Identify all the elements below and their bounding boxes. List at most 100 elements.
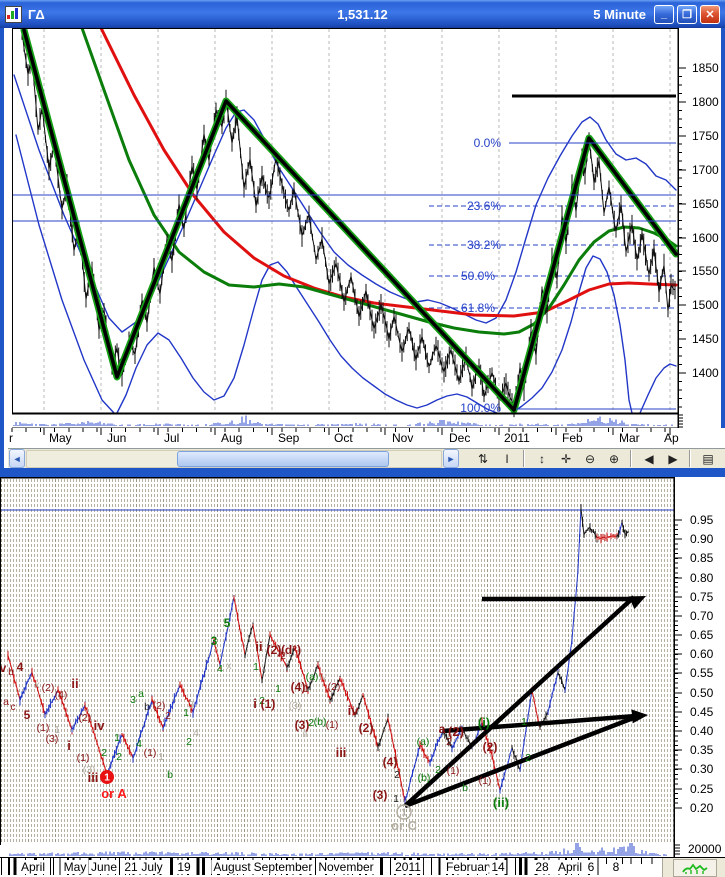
wave-price-ticks	[121, 733, 134, 760]
x-axis-label: July	[139, 860, 165, 874]
x-axis-label: 8	[610, 860, 622, 874]
wave-label: (b)	[314, 716, 327, 728]
y-axis-label: 0.65	[690, 628, 714, 642]
y-axis-label: 1700	[692, 163, 719, 177]
previous-icon[interactable]: ◀	[644, 451, 654, 466]
scrollbar-thumb[interactable]	[177, 450, 390, 467]
circled-wave-1-gray	[396, 804, 412, 820]
wave-label: or A	[101, 786, 127, 801]
wave-label: (3)	[289, 700, 302, 712]
zigzag-outline	[20, 28, 680, 414]
scroll-right-icon[interactable]: ►	[442, 449, 460, 468]
wave-label: a	[3, 696, 9, 708]
layout-icon[interactable]: ▤	[702, 451, 714, 466]
bollinger-lower-band	[116, 261, 498, 414]
x-axis-label: April	[555, 860, 585, 874]
wave-label: (i)	[478, 715, 490, 730]
candlestick-chart[interactable]: 0.0% 23.6% 38.2% 50.0% 61.8% 100.0% 1850 1800 17…	[8, 28, 725, 428]
corner-panel	[662, 858, 725, 877]
scrollbar-track[interactable]	[26, 449, 442, 468]
wave-price-ticks	[329, 675, 341, 703]
scroll-left-icon[interactable]: ◄	[9, 449, 26, 468]
x-axis-label: 21	[122, 860, 140, 874]
wave-label: (4)	[55, 689, 68, 701]
wave-price-ticks	[596, 533, 608, 544]
wave-label: (d°)	[281, 643, 301, 657]
x-axis-label: Jul	[164, 431, 180, 445]
elliott-wave-chart[interactable]: 11v b 4a c5x (2)(4)ii(1) 1(3) i(2) iv(1)(3)iii2…	[0, 477, 725, 857]
app-icon[interactable]	[5, 5, 22, 23]
x-axis-label: 6	[585, 860, 597, 874]
session-separator	[202, 858, 206, 875]
wave-label: (2)	[267, 643, 282, 657]
wave-label: (2)	[448, 724, 464, 739]
fibonacci-label: 0.0%	[474, 136, 502, 150]
session-separator	[430, 858, 432, 875]
wave-label: 2	[186, 736, 192, 748]
session-separator	[524, 858, 528, 875]
next-icon[interactable]: ▶	[668, 451, 678, 466]
session-separator	[389, 858, 391, 875]
wave-label: (1)	[447, 765, 460, 777]
x-axis-label: 28	[533, 860, 551, 874]
fibonacci-label: 38.2%	[467, 238, 501, 252]
wave-label: 4	[17, 660, 24, 674]
wave-label: iv	[348, 703, 360, 718]
toolbar-group: ↕ ✛ ⊖ ⊕	[524, 450, 631, 467]
minimize-button[interactable]: _	[654, 4, 674, 24]
expand-vertical-icon[interactable]: ↕	[539, 451, 546, 466]
zoom-in-icon[interactable]: ⊕	[608, 451, 620, 466]
x-axis-label: May	[61, 860, 89, 874]
y-axis-label: 0.85	[690, 551, 714, 565]
wave-label: (1)	[326, 719, 339, 731]
wave-label: (1)	[77, 752, 90, 764]
wave-label: (2)	[79, 712, 92, 724]
timeframe-label: 5 Minute	[593, 6, 646, 22]
x-axis-label: August	[211, 860, 253, 874]
wave-label: (1)	[37, 722, 50, 734]
wave-label: 1	[253, 661, 259, 673]
y-axis-label: 0.45	[690, 705, 714, 719]
x-axis-label: r	[9, 431, 13, 445]
chart-scroll-toolbar: ◄ ► ⇅ I ↕ ✛ ⊖ ⊕ ◀ ▶ ▤	[8, 448, 725, 468]
pan-icon[interactable]: ✛	[560, 451, 572, 466]
wave-label: 4	[136, 738, 142, 750]
refresh-icon[interactable]: ⇅	[477, 451, 489, 466]
y-axis-label: 1450	[692, 332, 719, 346]
wave-label: or C	[391, 818, 418, 833]
zoom-out-icon[interactable]: ⊖	[584, 451, 596, 466]
equis-logo[interactable]	[673, 859, 717, 877]
x-axis-label: 14	[489, 860, 507, 874]
y-axis-label: 0.30	[690, 762, 714, 776]
wave-label: 5	[224, 616, 231, 630]
bollinger-upper-band	[13, 74, 677, 333]
session-separator	[53, 858, 55, 875]
x-axis-label: Mar	[619, 431, 640, 445]
toolbar-group: ⇅ I	[466, 450, 524, 467]
bollinger-lower-band	[639, 363, 677, 414]
session-separator	[196, 858, 200, 875]
close-button[interactable]: ✕	[700, 4, 720, 24]
x-axis-label: Jun	[107, 431, 127, 445]
wave-price-line	[387, 718, 406, 803]
y-axis-label: 1750	[692, 129, 719, 143]
cursor-icon[interactable]: I	[505, 451, 509, 466]
bollinger-lower-band	[15, 134, 115, 414]
wave-label: 2	[165, 710, 171, 722]
wave-label: i	[67, 738, 71, 753]
wave-price-ticks	[261, 633, 271, 684]
x-axis-label: June	[88, 860, 120, 874]
y-axis-label: 1850	[692, 61, 719, 75]
title-bar[interactable]: ΓΔ 1,531.12 5 Minute _ ❐ ✕	[0, 0, 725, 28]
wave-price-line	[571, 569, 579, 641]
y-axis-label: 1600	[692, 231, 719, 245]
y-axis-label: 0.70	[690, 609, 714, 623]
session-separator	[438, 858, 441, 875]
volume-axis-label: 20000	[688, 842, 722, 856]
maximize-button[interactable]: ❐	[677, 4, 697, 24]
wave-label: 1	[158, 751, 164, 763]
wave-price-line	[162, 684, 181, 730]
y-axis-label: 0.55	[690, 666, 714, 680]
session-separator	[170, 858, 174, 875]
